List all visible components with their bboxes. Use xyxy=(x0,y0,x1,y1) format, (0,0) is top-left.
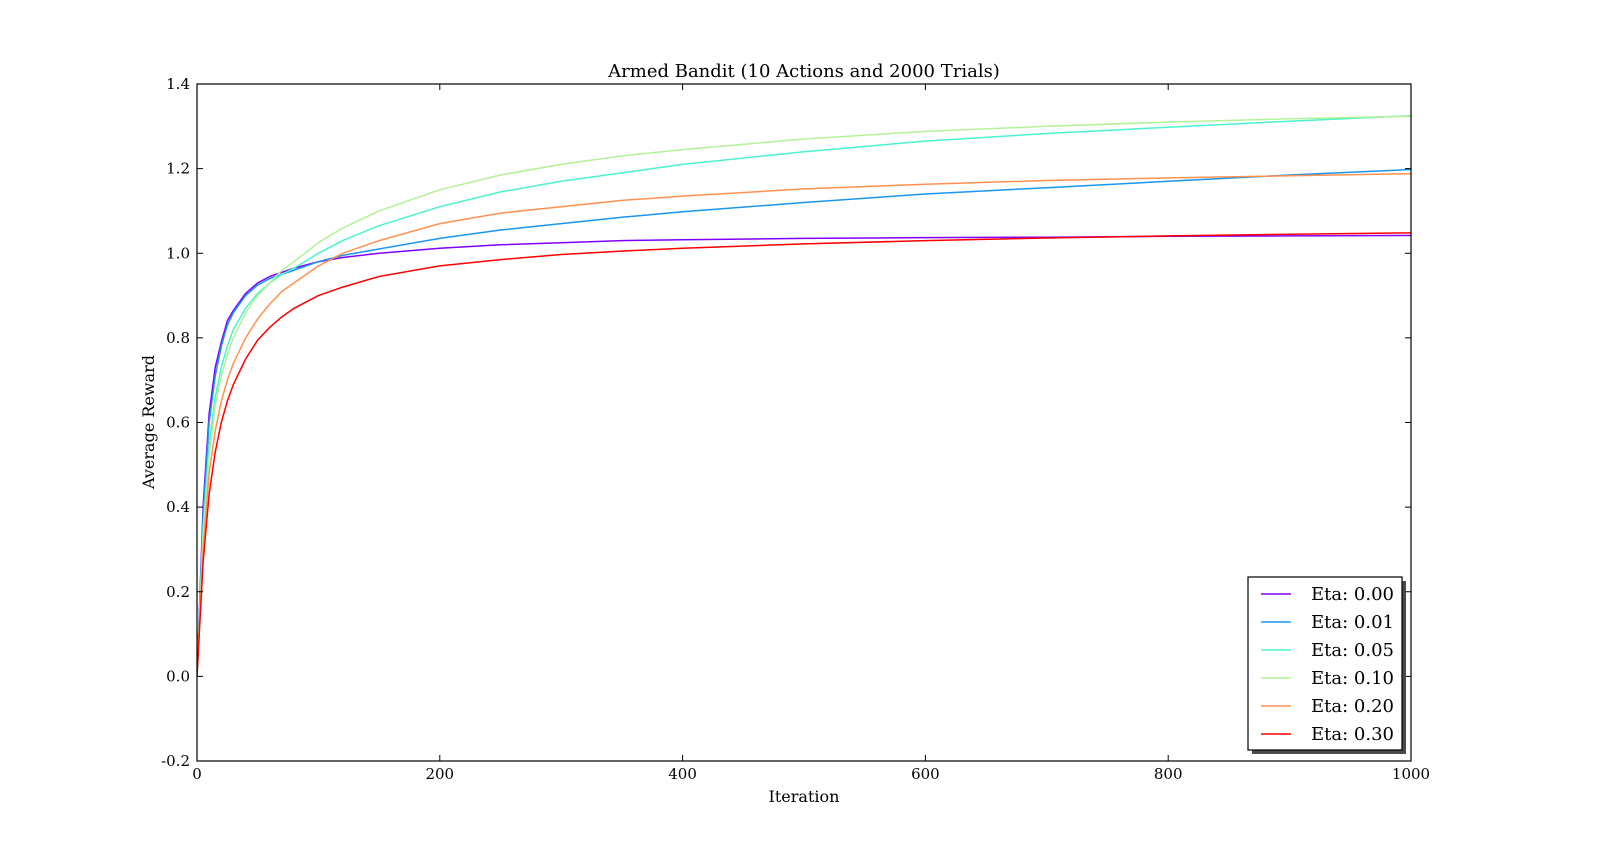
series-line-2 xyxy=(197,114,1411,677)
x-tick-label: 200 xyxy=(425,765,454,783)
y-tick-label: 1.0 xyxy=(166,244,190,262)
chart-title: Armed Bandit (10 Actions and 2000 Trials… xyxy=(607,61,1000,82)
x-axis: 0 200 400 600 800 1000 xyxy=(192,84,1430,783)
x-tick-label: 600 xyxy=(911,765,940,783)
y-tick-label: 0.4 xyxy=(166,498,190,516)
y-tick-label: 0.6 xyxy=(166,414,190,432)
legend-label: Eta: 0.00 xyxy=(1311,584,1394,605)
legend-label: Eta: 0.20 xyxy=(1311,696,1394,717)
legend-box xyxy=(1247,576,1403,751)
series-line-1 xyxy=(197,168,1411,677)
y-tick-label: 0.0 xyxy=(166,667,190,685)
y-tick-label: 0.8 xyxy=(166,329,190,347)
plot-frame xyxy=(196,83,1412,762)
series-line-4 xyxy=(197,172,1411,677)
y-axis-title: Average Reward xyxy=(139,355,158,490)
series-group xyxy=(197,114,1411,677)
y-axis: -0.2 0.0 0.2 0.4 0.6 0.8 1.0 1.2 1.4 xyxy=(161,75,1411,770)
x-tick-label: 400 xyxy=(668,765,697,783)
legend-label: Eta: 0.01 xyxy=(1311,612,1394,633)
y-tick-label: -0.2 xyxy=(161,752,190,770)
legend-label: Eta: 0.10 xyxy=(1311,668,1394,689)
x-tick-label: 800 xyxy=(1154,765,1183,783)
legend-label: Eta: 0.05 xyxy=(1311,640,1394,661)
series-line-5 xyxy=(197,232,1411,677)
x-tick-label: 1000 xyxy=(1392,765,1430,783)
x-axis-title: Iteration xyxy=(769,787,840,806)
legend: Eta: 0.00 Eta: 0.01 Eta: 0.05 Eta: 0.10 Eta:… xyxy=(1247,576,1406,754)
x-tick-label: 0 xyxy=(192,765,202,783)
y-tick-label: 1.2 xyxy=(166,160,190,178)
legend-label: Eta: 0.30 xyxy=(1311,724,1394,745)
y-tick-label: 1.4 xyxy=(166,75,190,93)
series-line-0 xyxy=(197,234,1411,677)
series-line-3 xyxy=(197,115,1411,677)
y-tick-label: 0.2 xyxy=(166,583,190,601)
